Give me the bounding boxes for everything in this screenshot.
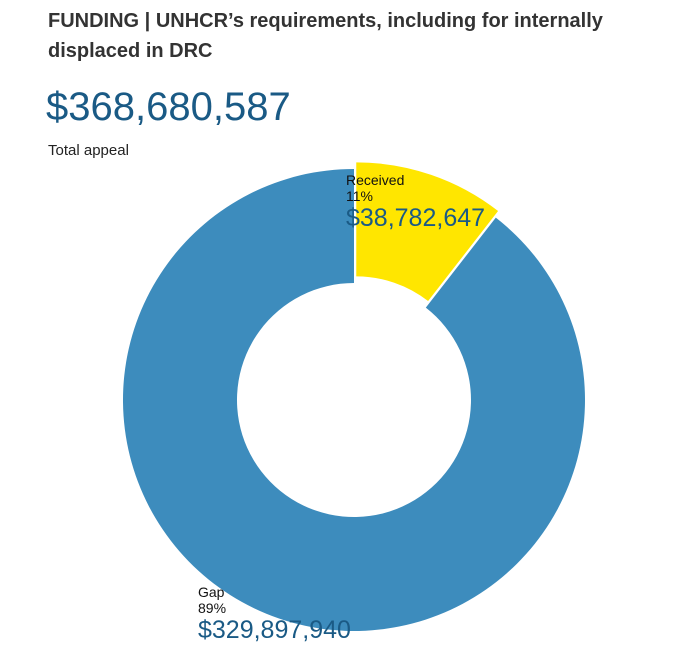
total-appeal-label: Total appeal xyxy=(48,142,129,159)
received-percent: 11% xyxy=(346,188,373,204)
gap-amount: $329,897,940 xyxy=(198,616,351,644)
chart-title: FUNDING | UNHCR’s requirements, includin… xyxy=(48,10,603,62)
slice-received xyxy=(356,162,499,302)
gap-percent: 89% xyxy=(198,600,227,616)
received-name: Received xyxy=(346,172,405,188)
received-amount: $38,782,647 xyxy=(346,204,486,232)
received-label: Received 11% $38,782,647 xyxy=(346,172,485,232)
gap-name: Gap xyxy=(198,584,225,600)
gap-label: Gap 89% $329,897,940 xyxy=(198,584,351,644)
slice-gap xyxy=(122,168,585,631)
total-appeal-value: $368,680,587 xyxy=(46,85,291,129)
